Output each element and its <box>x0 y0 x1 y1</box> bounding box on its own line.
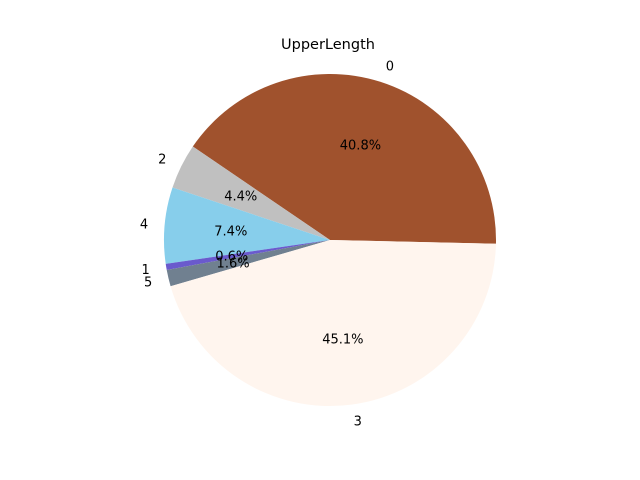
pie-slice-1 <box>165 240 330 270</box>
pie-labels: 0 40.8% 2 4.4% 4 7.4% 1 0.6% 5 1.6% 3 45.1% <box>140 60 394 430</box>
pct-label-1: 0.6% <box>215 250 248 265</box>
slice-label-5: 5 <box>144 275 152 290</box>
pct-label-2: 4.4% <box>224 189 257 204</box>
pct-label-4: 7.4% <box>214 225 247 240</box>
slice-label-1: 1 <box>142 263 150 278</box>
pie-slices <box>163 74 496 406</box>
pct-label-3: 45.1% <box>322 332 363 347</box>
pie-slice-5 <box>166 240 330 287</box>
pct-label-0: 40.8% <box>340 139 381 154</box>
slice-label-4: 4 <box>140 217 148 232</box>
slice-label-2: 2 <box>158 152 166 167</box>
slice-label-3: 3 <box>354 415 362 430</box>
pct-label-5: 1.6% <box>217 256 250 271</box>
slice-label-0: 0 <box>386 60 394 75</box>
pie-slice-4 <box>163 187 330 264</box>
pie-slice-0 <box>192 74 496 244</box>
pie-slice-3 <box>170 240 496 406</box>
pie-slice-2 <box>172 146 330 240</box>
chart-title: UpperLength <box>281 37 375 53</box>
